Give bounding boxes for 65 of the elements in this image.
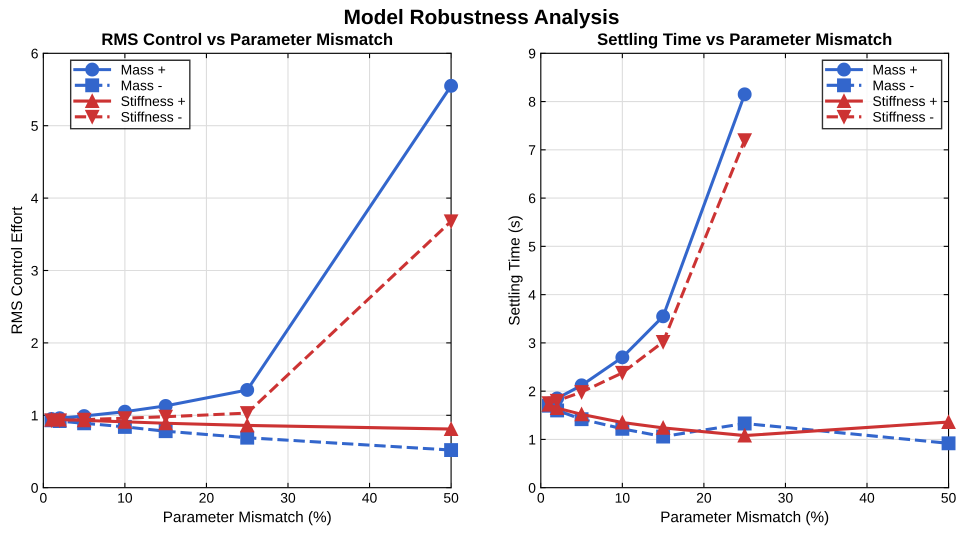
y-tick-label: 6 — [31, 48, 38, 58]
legend-label: Stiffness + — [121, 96, 185, 106]
point — [615, 416, 630, 430]
legend-label: Mass - — [874, 80, 914, 90]
x-tick-label: 40 — [860, 492, 874, 503]
y-tick-label: 5 — [31, 121, 38, 131]
x-tick-label: 50 — [941, 492, 956, 503]
legend-label: Mass + — [874, 64, 917, 75]
point — [444, 78, 458, 93]
y-tick-label: 9 — [528, 48, 536, 58]
legend-label: Stiffness + — [873, 96, 937, 106]
x-tick-label: 20 — [199, 492, 214, 503]
point — [240, 418, 254, 432]
x-tick-label: 30 — [280, 492, 296, 503]
legend-label: Stiffness - — [121, 112, 182, 122]
y-tick-label: 3 — [31, 266, 38, 276]
x-tick-label: 40 — [362, 492, 377, 503]
y-axis-title: Settling Time (s) — [508, 216, 523, 325]
x-axis-title: Parameter Mismatch (%) — [661, 511, 828, 526]
y-tick-label: 5 — [528, 242, 536, 252]
legend-label: Stiffness - — [873, 112, 934, 122]
point — [656, 420, 670, 435]
y-tick-label: 2 — [31, 338, 38, 348]
point — [738, 416, 752, 430]
point — [615, 350, 630, 364]
point — [942, 415, 956, 429]
point — [738, 87, 752, 102]
x-tick-label: 0 — [40, 492, 47, 503]
point — [942, 436, 956, 450]
point — [444, 443, 458, 457]
point — [444, 422, 458, 436]
y-tick-label: 0 — [528, 483, 536, 493]
y-tick-label: 7 — [528, 145, 536, 155]
point — [240, 383, 254, 397]
y-axis-title: RMS Control Effort — [10, 206, 22, 334]
chart-title: RMS Control vs Parameter Mismatch — [102, 32, 392, 46]
x-tick-label: 0 — [537, 492, 544, 503]
legend-label: Mass + — [122, 64, 166, 75]
point — [738, 133, 752, 148]
x-tick-label: 10 — [118, 492, 132, 503]
point — [240, 406, 254, 420]
x-tick-label: 30 — [778, 492, 793, 503]
x-axis-title: Parameter Mismatch (%) — [164, 511, 331, 526]
point — [656, 309, 670, 324]
y-tick-label: 2 — [528, 386, 536, 396]
point — [656, 334, 670, 349]
point — [444, 214, 458, 228]
text: Model Robustness Analysis — [344, 8, 619, 28]
y-tick-label: 6 — [528, 193, 536, 204]
point — [738, 428, 752, 443]
y-tick-label: 8 — [528, 96, 536, 107]
y-tick-label: 1 — [529, 434, 536, 444]
x-tick-label: 20 — [696, 492, 712, 503]
x-tick-label: 50 — [444, 492, 458, 503]
point — [615, 366, 630, 380]
y-tick-label: 0 — [31, 483, 38, 493]
x-tick-label: 10 — [616, 492, 630, 503]
chart-title: Settling Time vs Parameter Mismatch — [598, 32, 892, 48]
y-tick-label: 3 — [528, 338, 536, 348]
y-tick-label: 4 — [528, 290, 536, 300]
y-tick-label: 1 — [32, 410, 38, 420]
y-tick-label: 4 — [31, 194, 38, 204]
legend-label: Mass - — [122, 80, 162, 90]
point — [574, 407, 589, 422]
point — [574, 385, 589, 400]
